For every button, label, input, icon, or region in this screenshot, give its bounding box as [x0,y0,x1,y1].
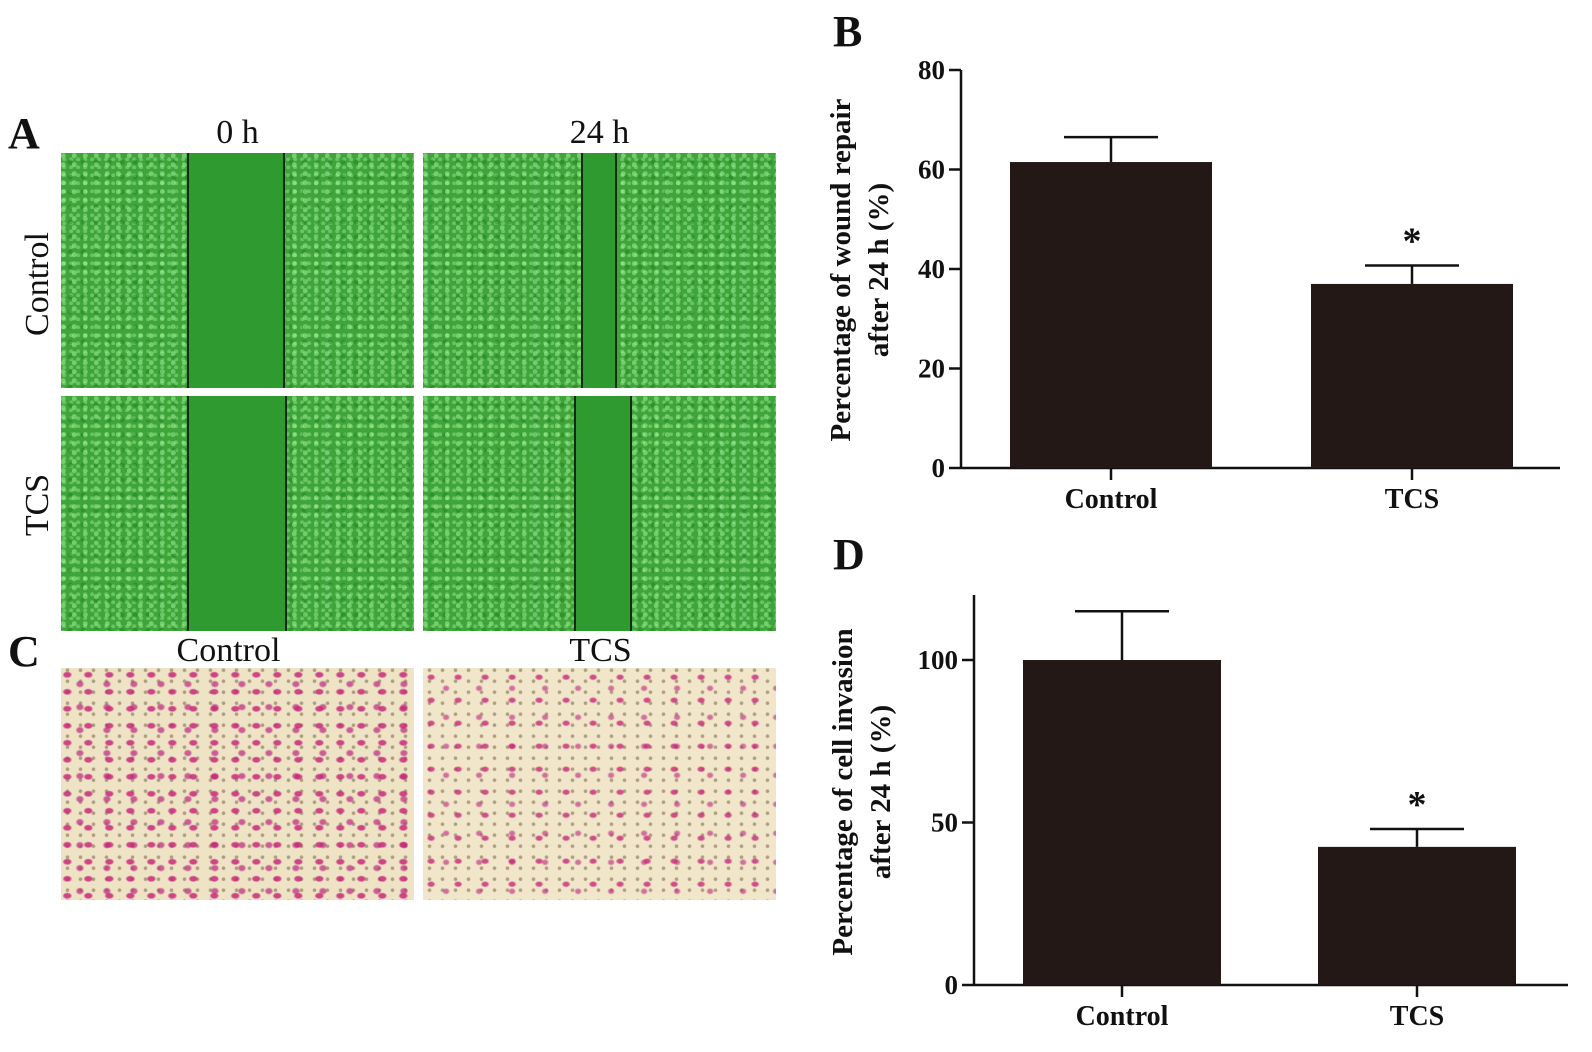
bar [1318,846,1516,985]
y-tick-label: 50 [931,808,958,838]
y-tick-label: 60 [918,155,945,185]
y-axis-label: Percentage of wound repair [825,98,857,441]
x-tick-label: TCS [1385,484,1439,515]
invasion-micrograph-control [61,668,414,900]
scratch-gap [187,153,285,388]
micrograph-tcs-24h [423,396,776,631]
scratch-gap [581,153,617,388]
y-axis-label: after 24 h (%) [865,705,897,879]
panel-letter-b: B [833,7,863,56]
column-header-tcs: TCS [569,632,632,669]
bar [1023,660,1221,985]
x-tick-label: Control [1076,1001,1169,1032]
y-axis-label: Percentage of cell invasion [827,628,859,955]
bar [1311,283,1513,468]
significance-marker: * [1408,784,1427,826]
scratch-gap [574,396,632,631]
panel-letter-d: D [833,530,865,579]
y-tick-label: 0 [945,970,959,1000]
micrograph-tcs-0h [61,396,414,631]
significance-marker: * [1403,221,1422,263]
invasion-micrograph-tcs [423,668,776,900]
bar [1010,162,1212,468]
y-tick-label: 80 [918,55,945,85]
y-tick-label: 100 [918,645,959,675]
panel-letter-c: C [8,627,40,676]
panel-letter-a: A [8,109,40,158]
column-header-0h: 0 h [216,114,259,151]
scratch-gap [187,396,287,631]
x-tick-label: TCS [1390,1001,1444,1032]
x-tick-label: Control [1065,484,1158,515]
chart-cell-invasion: 0 50 100 Control TCS * Percentage of cell inva… [827,595,1568,1032]
column-header-24h: 24 h [569,114,630,151]
chart-wound-repair: 0 20 40 60 80 Control TCS * Percentage of wound … [825,55,1560,515]
y-tick-label: 40 [918,254,945,284]
micrograph-control-0h [61,153,414,388]
micrograph-control-24h [423,153,776,388]
y-tick-label: 0 [932,453,946,483]
y-axis-label: after 24 h (%) [863,183,895,357]
y-tick-label: 20 [918,354,945,384]
column-header-control: Control [176,632,281,669]
